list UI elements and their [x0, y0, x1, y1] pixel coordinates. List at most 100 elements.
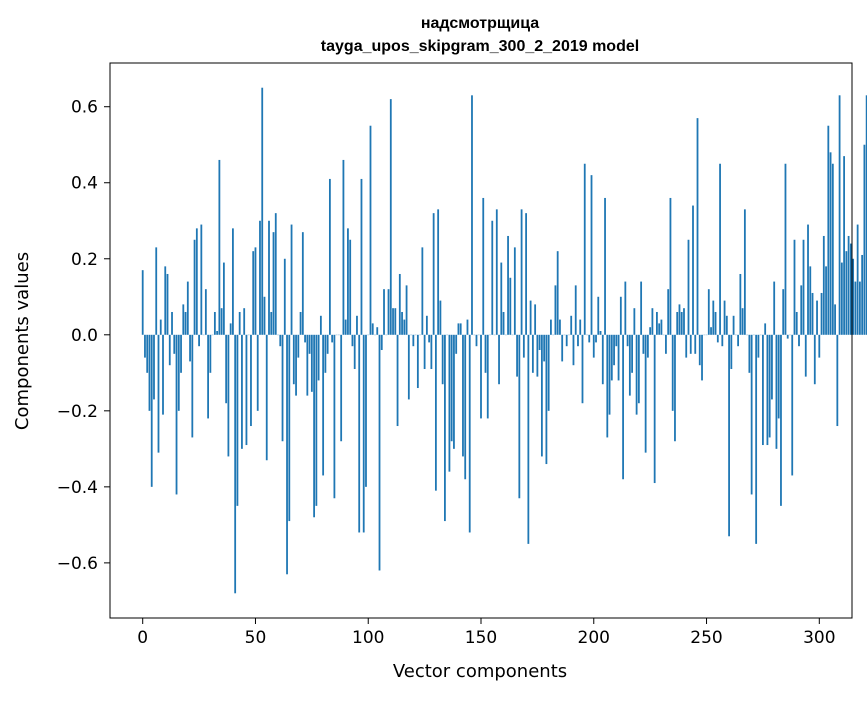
bar-260	[728, 335, 730, 536]
bar-110	[390, 99, 392, 335]
bar-98	[363, 335, 365, 533]
bar-173	[532, 335, 534, 373]
bar-102	[372, 323, 374, 334]
bar-69	[297, 335, 299, 358]
bar-311	[843, 156, 845, 335]
bar-151	[482, 198, 484, 335]
bar-54	[264, 297, 266, 335]
bar-244	[692, 206, 694, 335]
bar-309	[839, 95, 841, 334]
bar-228	[656, 312, 658, 335]
bar-195	[582, 335, 584, 403]
bar-29	[207, 335, 209, 419]
bar-254	[715, 312, 717, 335]
chart-title-line2: tayga_upos_skipgram_300_2_2019 model	[321, 38, 639, 55]
bar-157	[496, 209, 498, 334]
bar-196	[584, 164, 586, 335]
bar-281	[776, 335, 778, 449]
bar-90	[345, 320, 347, 335]
bar-56	[268, 221, 270, 335]
x-tick-label: 300	[803, 628, 835, 648]
bar-68	[295, 335, 297, 396]
bar-133	[442, 335, 444, 384]
bar-314	[850, 244, 852, 335]
bar-85	[334, 335, 336, 498]
bar-185	[559, 320, 561, 335]
bar-303	[825, 266, 827, 334]
bar-261	[730, 335, 732, 369]
bar-83	[329, 179, 331, 335]
bar-35	[221, 308, 223, 335]
bar-302	[823, 236, 825, 335]
bar-248	[701, 335, 703, 381]
bar-53	[261, 88, 263, 335]
bar-217	[631, 335, 633, 373]
bar-212	[620, 297, 622, 335]
bar-33	[216, 331, 218, 335]
bar-42	[237, 335, 239, 506]
bar-104	[376, 327, 378, 335]
bar-52	[259, 221, 261, 335]
bar-215	[627, 335, 629, 346]
bar-256	[719, 164, 721, 335]
bar-138	[453, 335, 455, 449]
bar-88	[340, 335, 342, 441]
bar-127	[428, 335, 430, 343]
bar-30	[209, 335, 211, 373]
bar-252	[710, 327, 712, 335]
bar-176	[539, 335, 541, 350]
bar-198	[588, 335, 590, 343]
bar-200	[593, 335, 595, 358]
bar-73	[306, 335, 308, 396]
bar-162	[507, 236, 509, 335]
bar-241	[685, 335, 687, 358]
bar-301	[821, 293, 823, 335]
bar-99	[365, 335, 367, 487]
bar-71	[302, 232, 304, 335]
bar-34	[218, 160, 220, 335]
bar-129	[433, 213, 435, 335]
y-tick-label: −0.4	[57, 478, 98, 498]
bar-61	[279, 335, 281, 346]
bar-304	[827, 126, 829, 335]
bar-259	[726, 316, 728, 335]
bar-229	[658, 323, 660, 334]
bar-142	[462, 335, 464, 457]
bar-193	[577, 335, 579, 346]
bar-122	[417, 335, 419, 388]
bar-239	[681, 312, 683, 335]
bar-283	[780, 335, 782, 506]
bar-55	[266, 335, 268, 460]
bar-224	[647, 335, 649, 358]
bar-24	[196, 228, 198, 334]
bar-79	[320, 316, 322, 335]
x-tick-label: 200	[578, 628, 610, 648]
bar-266	[742, 308, 744, 335]
bar-51	[257, 335, 259, 411]
bar-136	[449, 335, 451, 472]
bar-272	[755, 335, 757, 544]
bar-109	[388, 289, 390, 335]
bar-163	[509, 278, 511, 335]
bar-320	[864, 145, 866, 335]
y-tick-label: 0.0	[71, 326, 98, 346]
bar-238	[679, 304, 681, 334]
bar-208	[611, 335, 613, 381]
bar-160	[503, 312, 505, 335]
bar-106	[381, 335, 383, 350]
bar-64	[286, 335, 288, 574]
bar-134	[444, 335, 446, 521]
bar-277	[767, 335, 769, 445]
bar-280	[773, 282, 775, 335]
bar-169	[523, 335, 525, 358]
bar-115	[401, 312, 403, 335]
bar-111	[392, 308, 394, 335]
bar-67	[293, 335, 295, 384]
bar-58	[273, 232, 275, 335]
bar-46	[246, 335, 248, 445]
bar-230	[661, 320, 663, 335]
bar-81	[324, 335, 326, 373]
bar-178	[543, 335, 545, 362]
bar-97	[361, 179, 363, 335]
bar-21	[189, 335, 191, 362]
